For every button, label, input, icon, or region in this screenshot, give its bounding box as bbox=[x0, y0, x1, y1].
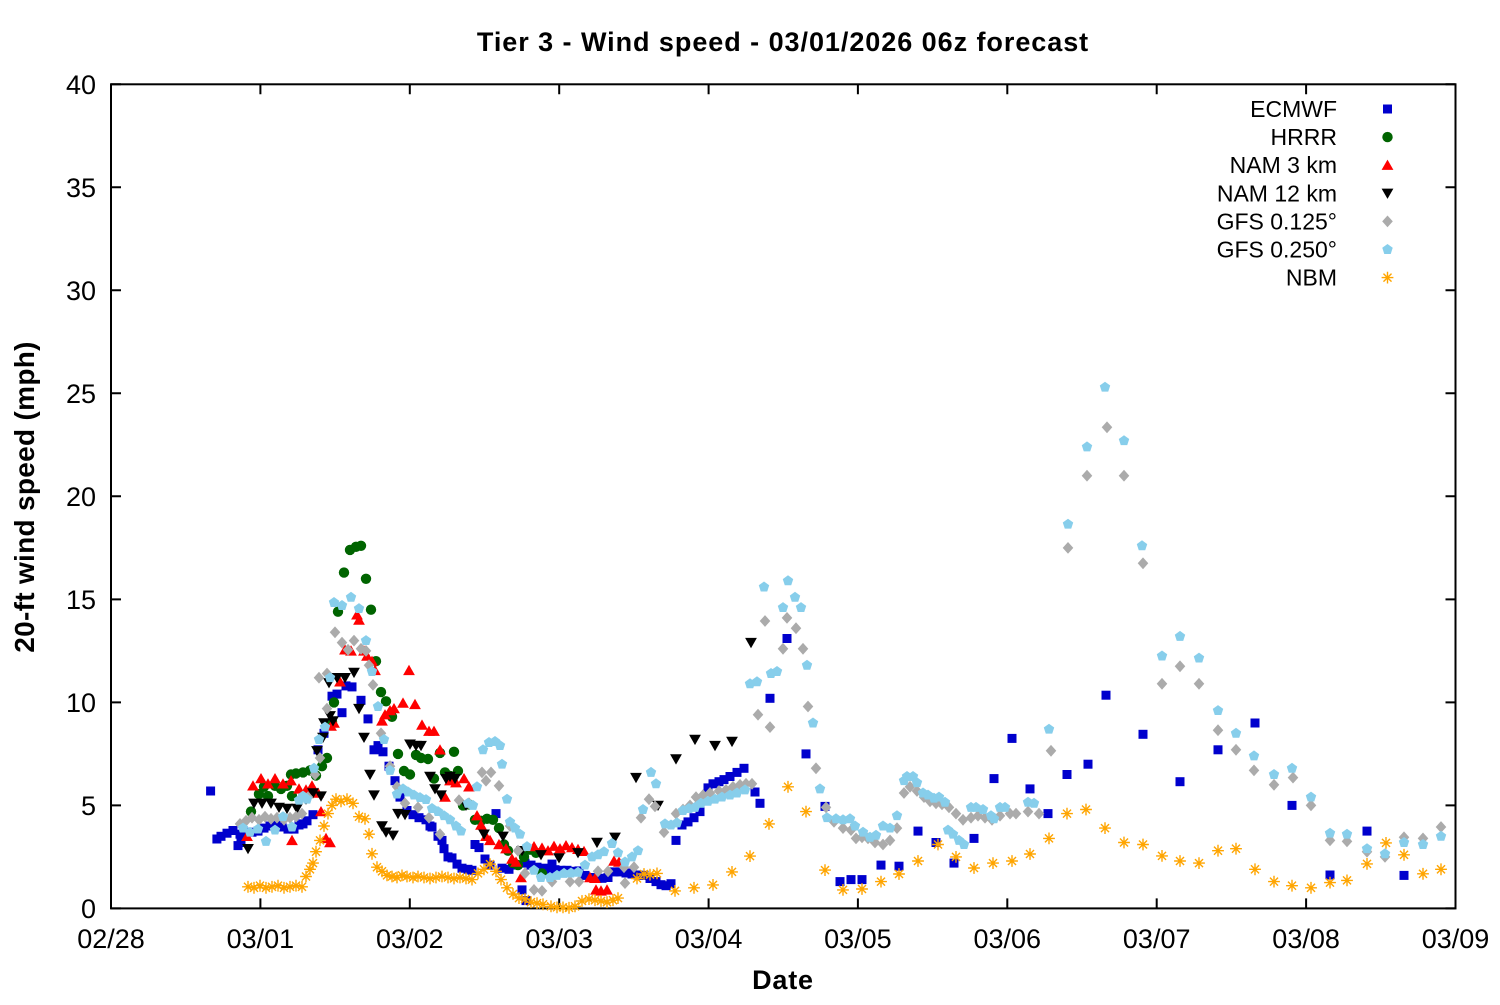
svg-text:20: 20 bbox=[66, 482, 96, 512]
svg-text:10: 10 bbox=[66, 688, 96, 718]
svg-text:NAM 3 km: NAM 3 km bbox=[1230, 152, 1337, 178]
svg-text:40: 40 bbox=[66, 70, 96, 100]
svg-text:NBM: NBM bbox=[1286, 265, 1337, 291]
svg-text:25: 25 bbox=[66, 379, 96, 409]
svg-text:HRRR: HRRR bbox=[1271, 124, 1337, 150]
svg-text:20-ft wind speed (mph): 20-ft wind speed (mph) bbox=[9, 341, 40, 653]
svg-text:GFS 0.250°: GFS 0.250° bbox=[1217, 237, 1337, 263]
svg-text:ECMWF: ECMWF bbox=[1250, 96, 1337, 122]
svg-text:15: 15 bbox=[66, 585, 96, 615]
svg-text:03/08: 03/08 bbox=[1272, 924, 1340, 954]
svg-text:Date: Date bbox=[752, 965, 814, 995]
svg-text:30: 30 bbox=[66, 276, 96, 306]
svg-text:03/04: 03/04 bbox=[675, 924, 743, 954]
svg-text:Tier 3 - Wind speed - 03/01/20: Tier 3 - Wind speed - 03/01/2026 06z for… bbox=[477, 27, 1089, 57]
svg-text:NAM 12 km: NAM 12 km bbox=[1217, 180, 1337, 206]
svg-text:03/06: 03/06 bbox=[974, 924, 1042, 954]
svg-text:03/03: 03/03 bbox=[525, 924, 593, 954]
svg-text:0: 0 bbox=[81, 894, 96, 924]
svg-text:03/01: 03/01 bbox=[227, 924, 295, 954]
svg-text:35: 35 bbox=[66, 173, 96, 203]
svg-text:03/09: 03/09 bbox=[1422, 924, 1490, 954]
svg-text:GFS 0.125°: GFS 0.125° bbox=[1217, 208, 1337, 234]
svg-text:03/07: 03/07 bbox=[1123, 924, 1191, 954]
svg-text:03/02: 03/02 bbox=[376, 924, 444, 954]
svg-text:02/28: 02/28 bbox=[77, 924, 145, 954]
svg-text:03/05: 03/05 bbox=[824, 924, 892, 954]
svg-text:5: 5 bbox=[81, 791, 96, 821]
